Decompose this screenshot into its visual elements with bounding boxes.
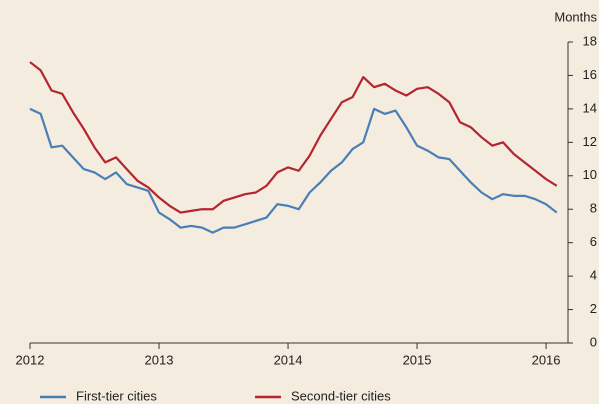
y-tick-label: 4: [590, 268, 597, 283]
legend-label: First-tier cities: [76, 388, 157, 403]
x-tick-label: 2014: [274, 352, 303, 367]
y-tick-label: 10: [583, 167, 597, 182]
y-tick-label: 12: [583, 134, 597, 149]
y-axis-label: Months: [554, 9, 597, 24]
y-tick-label: 16: [583, 67, 597, 82]
y-tick-label: 8: [590, 201, 597, 216]
y-tick-label: 2: [590, 301, 597, 316]
series-line: [29, 107, 558, 234]
x-tick-label: 2016: [532, 352, 561, 367]
y-tick-label: 0: [590, 334, 597, 349]
y-tick-label: 14: [583, 100, 597, 115]
x-tick-label: 2015: [403, 352, 432, 367]
x-tick-label: 2013: [145, 352, 174, 367]
y-tick-label: 6: [590, 234, 597, 249]
x-tick-label: 2012: [16, 352, 45, 367]
y-tick-label: 18: [583, 33, 597, 48]
legend-label: Second-tier cities: [291, 388, 391, 403]
series-line: [29, 61, 558, 214]
